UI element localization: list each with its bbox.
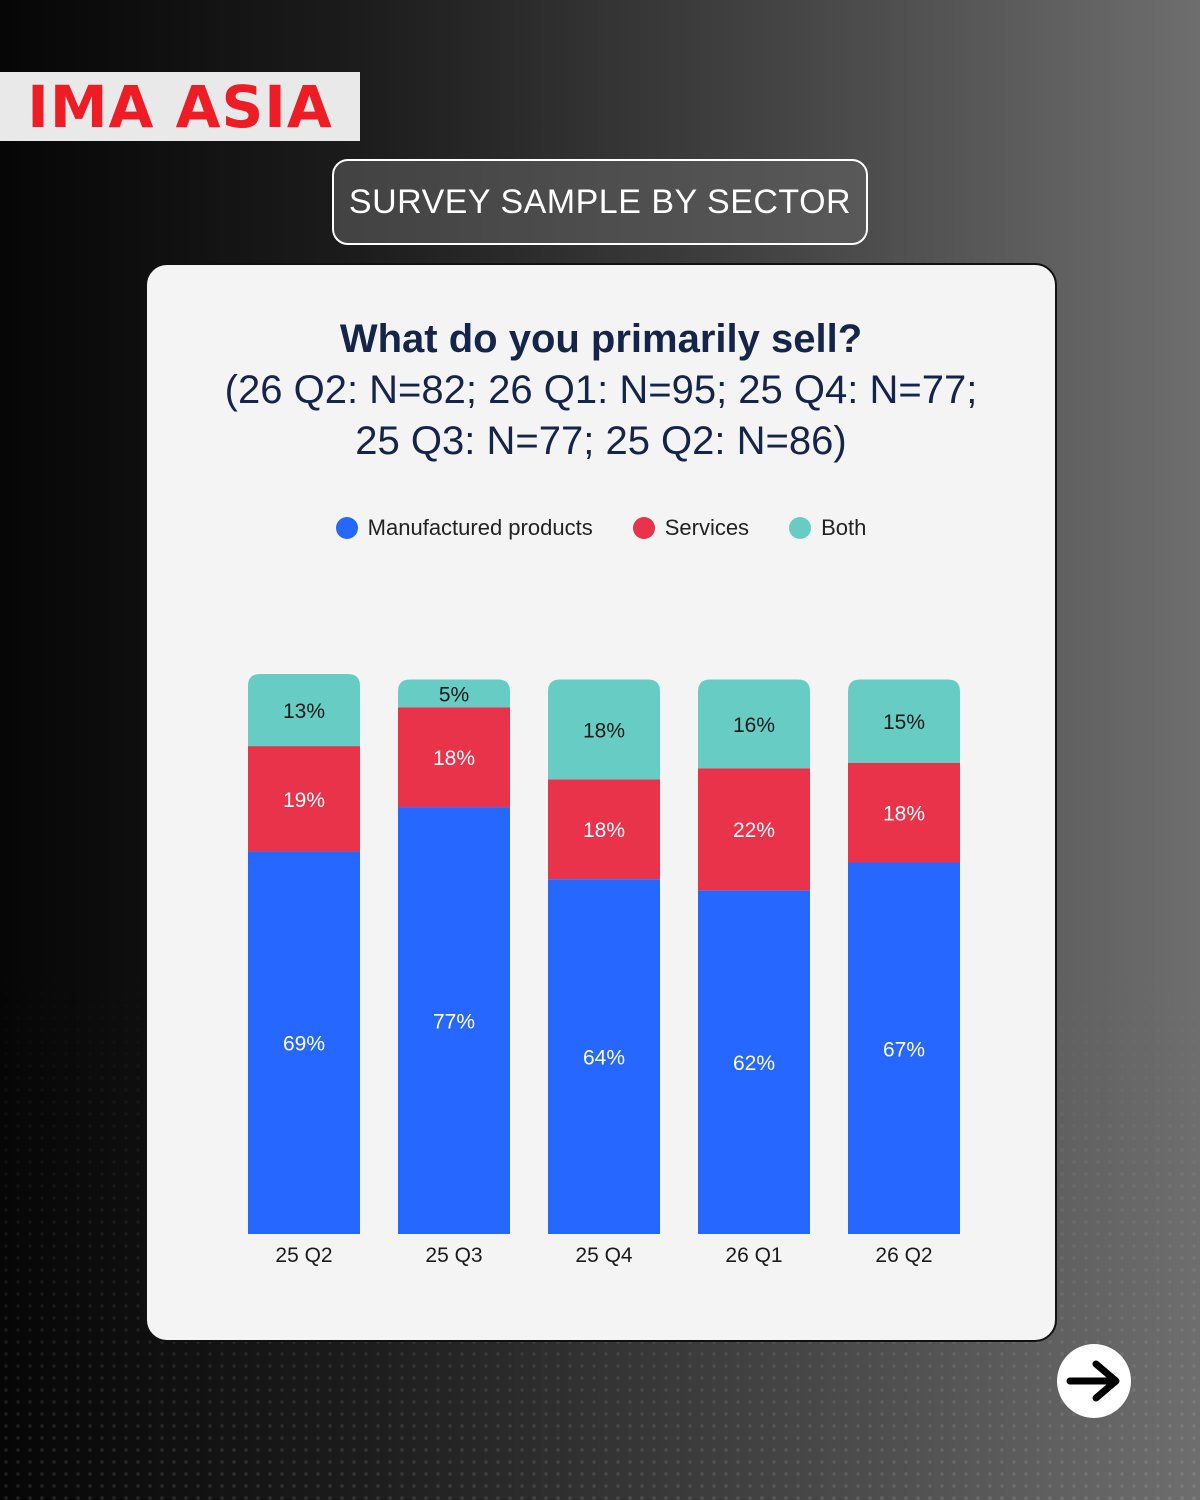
bar-stack-26-q2: 67% 18% 15%	[848, 679, 960, 1234]
bar-manufactured-products-25-q2	[248, 851, 360, 1234]
data-label-both-25-q4: 18%	[583, 719, 625, 742]
bar-services-26-q1	[698, 768, 810, 891]
chart-card: What do you primarily sell? (26 Q2: N=82…	[145, 263, 1057, 1342]
bar-stack-26-q1: 62% 22% 16%	[698, 679, 810, 1234]
data-label-manufactured-products-25-q4: 64%	[583, 1047, 625, 1070]
bar-both-26-q1	[698, 679, 810, 769]
brand-logo-text: IMA ASIA	[27, 72, 333, 141]
legend-label-manufactured: Manufactured products	[367, 515, 593, 540]
x-tick-label-25-q4: 25 Q4	[575, 1244, 633, 1267]
bar-both-26-q2	[848, 679, 960, 763]
bar-both-25-q2	[248, 674, 360, 747]
chart-legend: Manufactured products Services Both	[147, 515, 1055, 541]
bar-stack-25-q4: 64% 18% 18%	[548, 679, 660, 1234]
bar-both-25-q4	[548, 679, 660, 780]
data-label-both-25-q3: 5%	[439, 683, 469, 706]
bar-services-26-q2	[848, 762, 960, 863]
legend-item-services: Services	[632, 515, 750, 541]
data-label-manufactured-products-26-q2: 67%	[883, 1038, 925, 1061]
page-title: SURVEY SAMPLE BY SECTOR	[332, 159, 868, 245]
chart-title: What do you primarily sell?	[339, 317, 863, 361]
stacked-bar-chart: 69% 19% 13% 25 Q2 77% 18% 5% 25 Q3 64% 18% 18% 25 Q…	[248, 674, 960, 1267]
legend-item-manufactured: Manufactured products	[335, 515, 593, 541]
chart-subtitle: (26 Q2: N=82; 26 Q1: N=95; 25 Q4: N=77; …	[224, 368, 978, 463]
data-label-services-25-q4: 18%	[583, 819, 625, 842]
bar-manufactured-products-25-q3	[398, 807, 510, 1234]
data-label-manufactured-products-26-q1: 62%	[733, 1052, 775, 1075]
bar-manufactured-products-26-q2	[848, 862, 960, 1234]
data-label-services-25-q2: 19%	[283, 789, 325, 812]
bar-stack-25-q3: 77% 18% 5%	[398, 679, 510, 1234]
legend-dot-manufactured	[335, 517, 358, 539]
x-tick-label-26-q1: 26 Q1	[725, 1244, 782, 1267]
data-label-services-26-q2: 18%	[883, 803, 925, 826]
x-tick-label-25-q2: 25 Q2	[275, 1244, 332, 1267]
bar-services-25-q3	[398, 707, 510, 808]
legend-dot-services	[632, 517, 655, 539]
bar-manufactured-products-25-q4	[548, 879, 660, 1234]
data-label-both-26-q2: 15%	[883, 711, 925, 734]
data-label-both-25-q2: 13%	[283, 700, 325, 723]
data-label-services-25-q3: 18%	[433, 747, 475, 770]
x-tick-label-25-q3: 25 Q3	[425, 1244, 482, 1267]
brand-logo: IMA ASIA	[0, 72, 360, 141]
data-label-manufactured-products-25-q3: 77%	[433, 1011, 475, 1034]
data-label-both-26-q1: 16%	[733, 714, 775, 737]
bar-services-25-q4	[548, 779, 660, 880]
arrow-right-icon	[1066, 1360, 1120, 1402]
next-button[interactable]	[1057, 1344, 1131, 1418]
data-label-services-26-q1: 22%	[733, 819, 775, 842]
bar-stack-25-q2: 69% 19% 13%	[248, 674, 360, 1234]
legend-item-both: Both	[789, 515, 866, 541]
legend-dot-both	[789, 517, 812, 539]
legend-label-services: Services	[664, 515, 750, 540]
data-label-manufactured-products-25-q2: 69%	[283, 1033, 325, 1056]
bar-both-25-q3	[398, 679, 510, 708]
x-tick-label-26-q2: 26 Q2	[875, 1244, 932, 1267]
legend-label-both: Both	[821, 515, 867, 540]
bar-services-25-q2	[248, 746, 360, 852]
bar-manufactured-products-26-q1	[698, 890, 810, 1234]
